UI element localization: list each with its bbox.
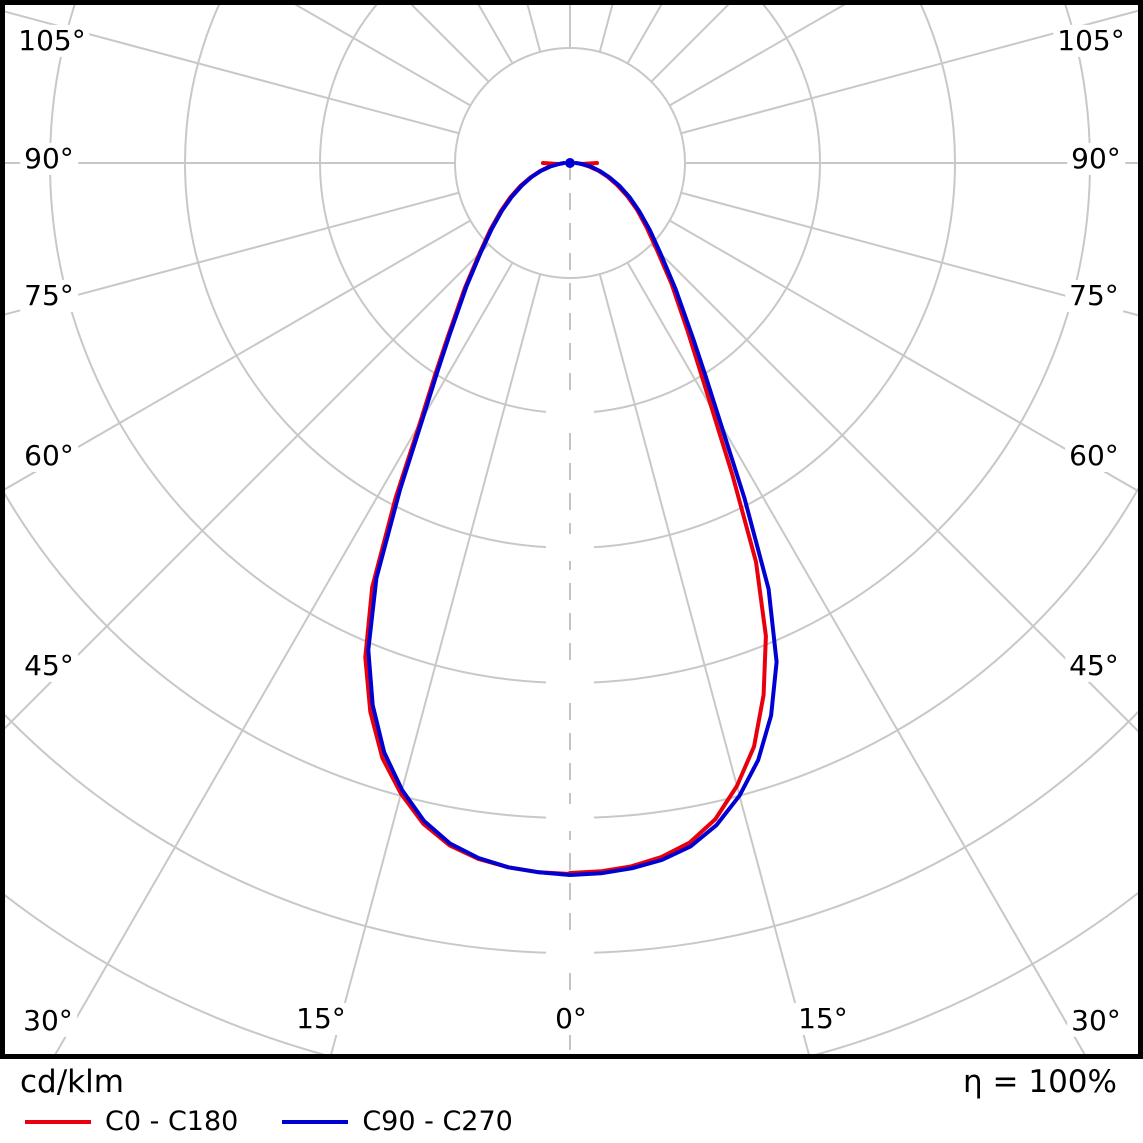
polar-grid-ring: [49, 5, 1091, 684]
unit-label: cd/klm: [20, 1064, 124, 1100]
angle-label: 75°: [20, 279, 78, 313]
curve-c0-c180: [363, 161, 768, 876]
radial-value-box: [546, 399, 594, 426]
polar-grid-ray: [5, 219, 471, 491]
curve-c90-c270: [366, 161, 779, 877]
polar-grid-ray: [669, 219, 1138, 493]
plot-border: [0, 0, 1143, 1059]
legend-item-c90-c270: C90 - C270: [282, 1106, 513, 1137]
legend-label: C90 - C270: [362, 1106, 513, 1137]
legend-label: C0 - C180: [105, 1106, 239, 1137]
radial-value-box: [546, 669, 594, 696]
angle-label: 45°: [1065, 649, 1123, 683]
angle-label: 90°: [20, 142, 78, 176]
polar-grid-ray: [5, 191, 460, 316]
legend-line-swatch: [282, 1119, 349, 1124]
angle-label: 0°: [551, 1002, 591, 1036]
polar-chart-svg: [0, 0, 1143, 1059]
radial-value-box: [546, 939, 594, 966]
polar-plot-area: 105° 90° 75° 60° 45° 30° 15° 0° 15° 30° 45° 60° 75° 9…: [0, 0, 1143, 1059]
angle-label: 75°: [1065, 279, 1123, 313]
curve-peak-marker: [565, 158, 575, 168]
angle-label: 45°: [20, 649, 78, 683]
efficiency-label: η = 100%: [963, 1064, 1117, 1100]
polar-grid-ray: [680, 9, 1138, 135]
angle-label: 90°: [1067, 142, 1125, 176]
legend-line-swatch: [25, 1119, 91, 1124]
polar-grid-ray: [626, 262, 1086, 1054]
polar-grid-ray: [5, 243, 490, 730]
angle-label: 15°: [794, 1002, 852, 1036]
radial-value-box: [546, 534, 594, 561]
angle-label: 60°: [1065, 439, 1123, 473]
angle-label: 105°: [14, 24, 90, 58]
polar-grid-ray: [598, 273, 810, 1054]
angle-label: 30°: [19, 1004, 77, 1038]
polar-grid-ray: [54, 262, 514, 1054]
polar-grid: [5, 5, 1138, 1054]
legend: C0 - C180 C90 - C270: [25, 1106, 513, 1137]
angle-label: 30°: [1067, 1004, 1125, 1038]
polar-grid-ray: [650, 243, 1138, 733]
radial-value-box: [546, 804, 594, 831]
legend-item-c0-c180: C0 - C180: [25, 1106, 238, 1137]
angle-label: 105°: [1053, 24, 1129, 58]
polar-grid-ray: [5, 10, 460, 135]
angle-label: 60°: [20, 439, 78, 473]
angle-label: 15°: [292, 1002, 350, 1036]
polar-grid-ray: [680, 191, 1138, 317]
polar-grid-ray: [330, 273, 542, 1054]
